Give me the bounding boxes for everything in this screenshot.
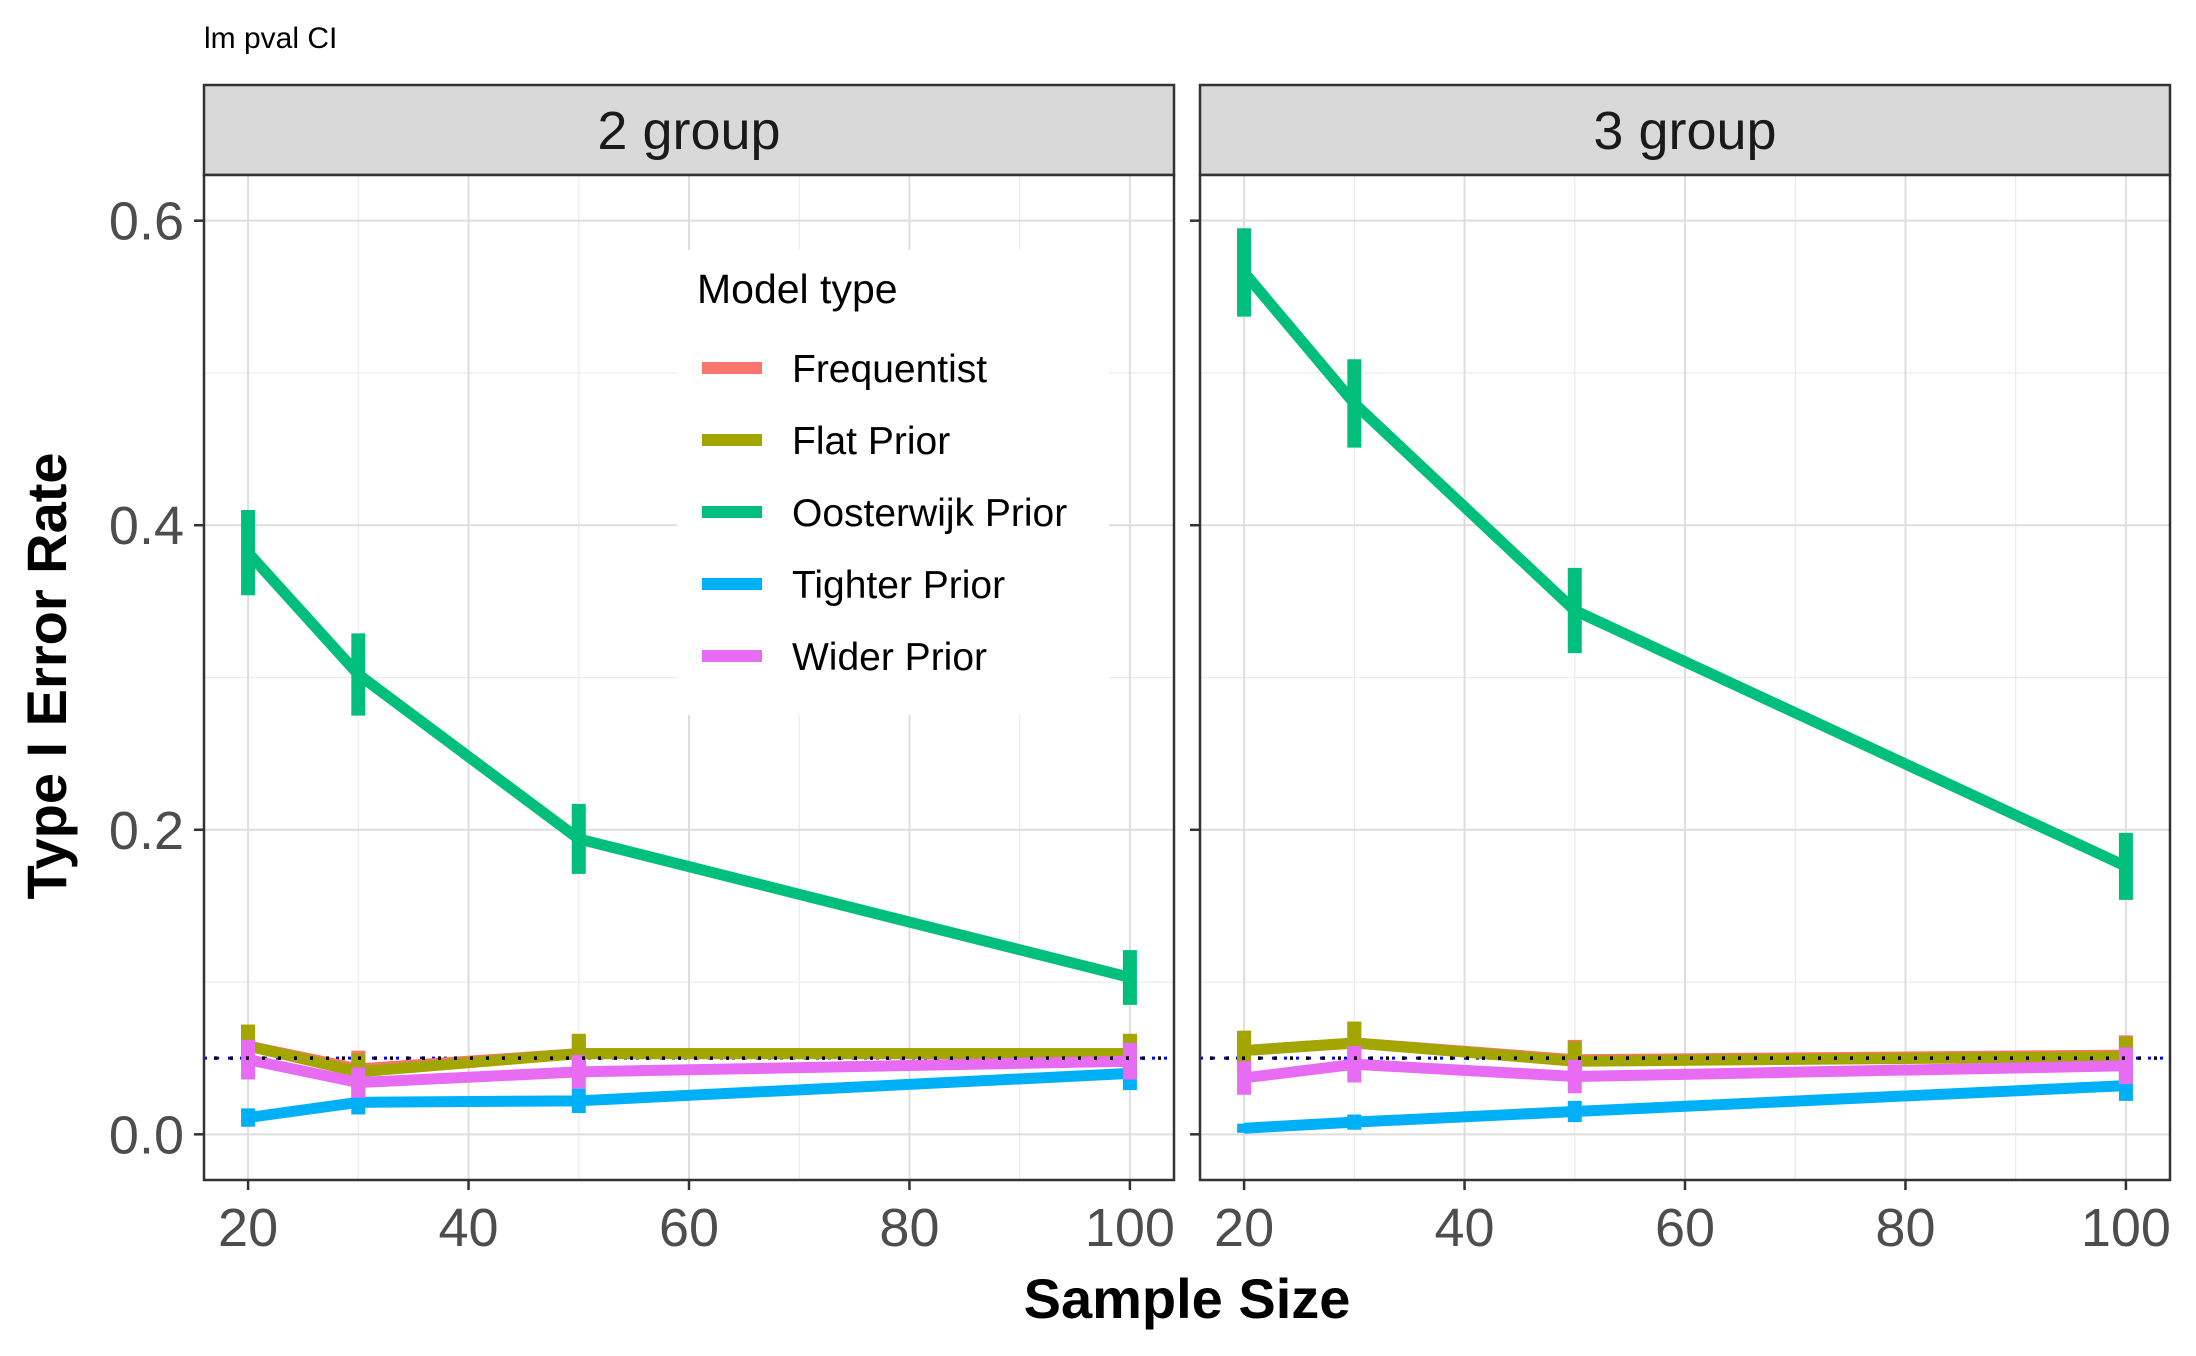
legend-background — [677, 250, 1109, 715]
series-line — [246, 1040, 1130, 1078]
x-axis: 20 40 60 80 100 — [218, 1180, 1175, 1258]
y-tick-label: 0.2 — [109, 801, 184, 861]
series-layer — [1237, 228, 2133, 1134]
x-axis: 20 40 60 80 100 — [1214, 1180, 2171, 1258]
x-tick-label: 100 — [1085, 1198, 1175, 1258]
y-axis — [1190, 219, 1200, 1136]
legend-label: Wider Prior — [792, 636, 987, 679]
legend-item-wider-prior: Wider Prior — [702, 636, 987, 679]
legend-item-oosterwijk-prior: Oosterwijk Prior — [702, 492, 1067, 535]
x-tick-label: 100 — [2081, 1198, 2171, 1258]
y-axis-title: Type I Error Rate — [15, 452, 78, 899]
series-line — [1239, 268, 2129, 872]
legend-item-tighter-prior: Tighter Prior — [702, 564, 1005, 607]
legend-label: Flat Prior — [792, 420, 950, 463]
legend: Model type Frequentist Flat Prior Oosterwij… — [677, 250, 1109, 715]
x-tick-label: 60 — [659, 1198, 719, 1258]
plot-title: lm pval CI — [204, 22, 337, 55]
facet-strip — [1198, 83, 2172, 177]
x-tick-label: 60 — [1655, 1198, 1715, 1258]
series-line — [1243, 1080, 2127, 1134]
facet-strip — [202, 83, 1176, 177]
legend-label: Tighter Prior — [792, 564, 1005, 607]
series-oosterwijk-prior — [241, 510, 1137, 1005]
series-line — [247, 1067, 1131, 1124]
y-tick-label: 0.4 — [109, 496, 184, 556]
x-axis-title: Sample Size — [1024, 1267, 1351, 1330]
x-tick-label: 80 — [879, 1198, 939, 1258]
x-tick-label: 80 — [1875, 1198, 1935, 1258]
legend-label: Oosterwijk Prior — [792, 492, 1067, 535]
legend-label: Frequentist — [792, 348, 987, 391]
gridlines — [1200, 175, 2170, 1180]
y-tick-label: 0.0 — [109, 1105, 184, 1165]
series-line — [1243, 1058, 2127, 1084]
series-wider-prior — [1237, 1046, 2133, 1095]
facet-panels: 2 group 20 40 60 80 100 0.0 0.2 0.4 0.6 3 group 20 4… — [109, 83, 2172, 1258]
facet-strip-label: 2 group — [597, 101, 780, 161]
x-tick-label: 20 — [1214, 1198, 1274, 1258]
series-oosterwijk-prior — [1237, 228, 2133, 900]
x-tick-label: 20 — [218, 1198, 278, 1258]
facet-strip-label: 3 group — [1593, 101, 1776, 161]
x-tick-label: 40 — [1435, 1198, 1495, 1258]
legend-item-flat-prior: Flat Prior — [702, 420, 950, 463]
y-tick-label: 0.6 — [109, 192, 184, 252]
legend-item-frequentist: Frequentist — [702, 348, 987, 391]
x-tick-label: 40 — [439, 1198, 499, 1258]
series-line — [244, 548, 1132, 983]
legend-title: Model type — [697, 266, 898, 312]
series-line — [246, 1054, 1131, 1089]
y-axis: 0.0 0.2 0.4 0.6 — [109, 192, 204, 1165]
panel-2: 3 group 20 40 60 80 100 — [1190, 83, 2172, 1258]
